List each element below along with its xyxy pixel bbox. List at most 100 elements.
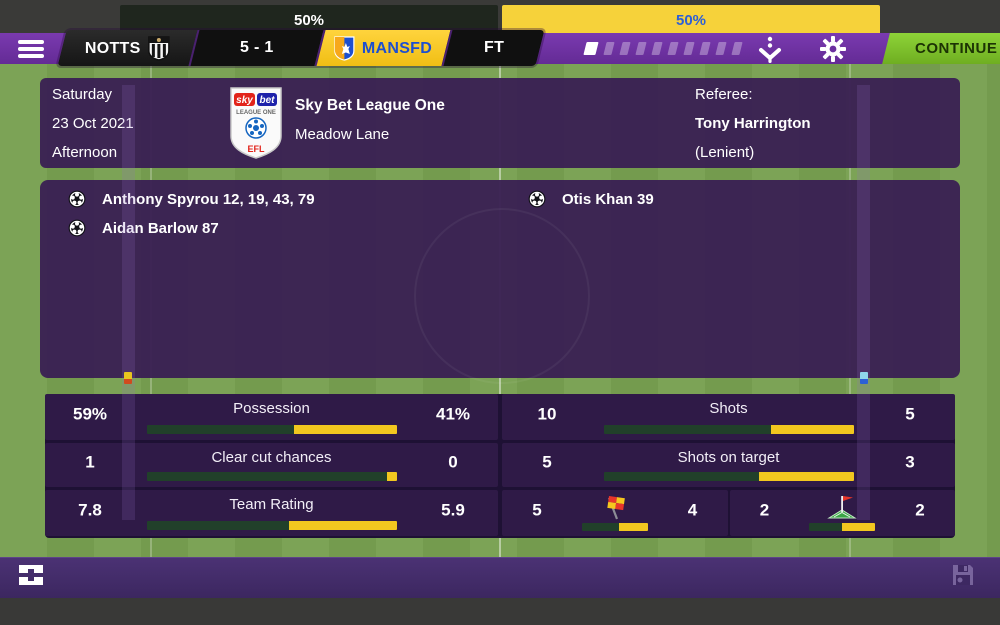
away-scorer-text: Otis Khan 39	[562, 190, 654, 208]
svg-text:EFL: EFL	[248, 144, 266, 154]
football-icon	[68, 190, 86, 208]
mansfield-town-badge-icon	[334, 35, 355, 61]
stat-row-shots-on-target: 5 Shots on target 3	[502, 443, 955, 487]
continue-button[interactable]: CONTINUE	[882, 33, 1000, 64]
jump-forward-icon[interactable]	[758, 36, 782, 69]
scoreboard: NOTTS 5 - 1 MANSFD FT	[57, 30, 545, 66]
svg-text:sky: sky	[236, 95, 253, 106]
stat-bar	[603, 425, 854, 434]
stat-row-clear-cut-chances: 1 Clear cut chances 0	[45, 443, 498, 487]
stat-corners: 2 2	[729, 490, 955, 536]
stat-bar	[581, 523, 648, 531]
pitchside-ad-strip-left	[122, 85, 135, 520]
progress-segment	[667, 41, 679, 55]
match-day: Saturday	[52, 86, 113, 103]
stat-away-value: 4	[687, 500, 698, 520]
stat-bar	[146, 521, 397, 530]
scoreboard-match-status: FT	[441, 30, 545, 66]
stat-label: Clear cut chances	[211, 449, 332, 466]
venue-name: Meadow Lane	[295, 126, 390, 143]
menu-hamburger-icon[interactable]	[18, 40, 44, 58]
pitch-marker-left	[124, 372, 132, 384]
footer-bar	[0, 557, 1000, 598]
stat-bar	[146, 425, 397, 434]
notts-county-badge-icon	[148, 35, 170, 61]
referee-trait: (Lenient)	[695, 144, 755, 161]
stat-away-value: 0	[448, 452, 458, 472]
progress-segment	[715, 41, 727, 55]
stat-bar	[146, 472, 397, 481]
stat-away-value: 5.9	[441, 500, 465, 520]
away-meter-value: 50%	[675, 11, 707, 29]
away-meter: 50%	[502, 5, 880, 35]
stat-row-possession: 59% Possession 41%	[45, 394, 498, 440]
home-scorer-row[interactable]: Anthony Spyrou 12, 19, 43, 79	[68, 190, 315, 208]
save-icon-left[interactable]	[17, 563, 45, 592]
save-icon-right[interactable]	[950, 562, 976, 593]
stat-home-value: 7.8	[78, 500, 102, 520]
stat-bar	[809, 523, 876, 531]
away-scorer-row[interactable]: Otis Khan 39	[528, 190, 654, 208]
scoreboard-score[interactable]: 5 - 1	[188, 30, 324, 66]
stat-row-offsides-corners: 5 4 2	[502, 490, 955, 536]
pitch-center-circle	[414, 208, 590, 384]
pitch-marker-right	[860, 372, 868, 384]
corner-flag-icon	[827, 494, 858, 525]
stat-home-value: 10	[537, 404, 557, 424]
svg-text:bet: bet	[260, 95, 276, 106]
scoreboard-away-team[interactable]: MANSFD	[314, 30, 451, 66]
football-icon	[528, 190, 546, 208]
stat-label: Shots on target	[677, 449, 780, 466]
progress-segment	[651, 41, 663, 55]
match-info-panel: Saturday 23 Oct 2021 Afternoon sky bet L…	[40, 78, 960, 168]
away-team-abbr: MANSFD	[362, 39, 433, 56]
stat-home-value: 5	[532, 500, 542, 520]
stat-home-value: 59%	[72, 404, 108, 424]
progress-segment	[619, 41, 631, 55]
progress-segment	[635, 41, 647, 55]
stat-away-value: 2	[915, 500, 925, 520]
stat-row-shots: 10 Shots 5	[502, 394, 955, 440]
stat-label: Team Rating	[229, 496, 314, 513]
referee-label: Referee:	[695, 86, 753, 103]
stat-away-value: 5	[905, 404, 915, 424]
match-session: Afternoon	[52, 144, 118, 161]
goalscorers-panel: Anthony Spyrou 12, 19, 43, 79 Aidan Barl…	[40, 180, 960, 384]
stat-away-value: 41%	[435, 404, 471, 424]
match-stats-panel: 59% Possession 41% 10 Shots 5 1 Clear cu…	[45, 394, 955, 538]
progress-segment	[603, 41, 615, 55]
stat-offsides: 5 4	[502, 490, 728, 536]
progress-segment	[683, 41, 695, 55]
stat-home-value: 1	[85, 452, 95, 472]
stat-bar	[603, 472, 854, 481]
stat-home-value: 2	[759, 500, 770, 520]
home-scorer-text: Anthony Spyrou 12, 19, 43, 79	[102, 190, 315, 208]
referee-name: Tony Harrington	[695, 115, 811, 132]
stat-row-team-rating: 7.8 Team Rating 5.9	[45, 490, 498, 536]
svg-text:LEAGUE ONE: LEAGUE ONE	[236, 110, 276, 116]
linesman-flag-icon	[600, 494, 630, 525]
settings-gear-icon[interactable]	[820, 36, 846, 67]
score-text: 5 - 1	[240, 39, 274, 56]
stat-label: Shots	[709, 400, 748, 417]
progress-segment	[583, 41, 599, 55]
match-status-text: FT	[483, 39, 504, 56]
stat-home-value: 5	[542, 452, 552, 472]
football-icon	[68, 219, 86, 237]
sky-bet-league-one-badge-icon: sky bet LEAGUE ONE EFL	[230, 87, 282, 159]
scoreboard-home-team[interactable]: NOTTS	[57, 30, 198, 66]
stat-label: Possession	[233, 400, 310, 417]
match-date: 23 Oct 2021	[52, 115, 134, 132]
home-scorer-text: Aidan Barlow 87	[102, 219, 219, 237]
competition-name: Sky Bet League One	[295, 97, 445, 114]
home-meter-value: 50%	[293, 11, 325, 29]
stat-away-value: 3	[905, 452, 915, 472]
home-team-abbr: NOTTS	[85, 39, 141, 56]
home-scorer-row[interactable]: Aidan Barlow 87	[68, 219, 219, 237]
pitchside-ad-strip-right	[857, 85, 870, 520]
window-bottom-strip	[0, 597, 1000, 625]
progress-segment	[699, 41, 711, 55]
progress-segment	[731, 41, 743, 55]
match-period-progress	[583, 41, 743, 55]
continue-button-label: CONTINUE	[914, 40, 998, 57]
